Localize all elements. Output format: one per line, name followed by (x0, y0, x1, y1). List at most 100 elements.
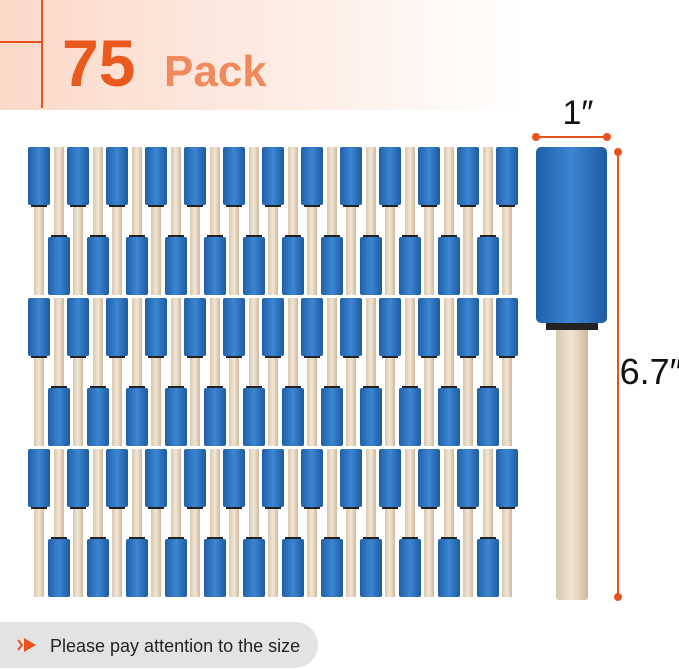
brush-sponge (321, 539, 343, 597)
brush-handle (405, 449, 415, 539)
brush-sponge (67, 449, 89, 507)
brush-handle (112, 507, 122, 597)
dimension-dot (532, 133, 540, 141)
brush-sponge (106, 147, 128, 205)
brush-handle (93, 298, 103, 388)
brush-sponge (399, 237, 421, 295)
brush-grid (28, 147, 518, 597)
brush-handle (34, 507, 44, 597)
dimension-dot (614, 148, 622, 156)
brush-handle (385, 507, 395, 597)
brush-sponge (477, 237, 499, 295)
note-text: Please pay attention to the size (50, 636, 300, 656)
brush-sponge (301, 449, 323, 507)
brush-handle (112, 205, 122, 295)
brush-handle (502, 507, 512, 597)
brush-handle (327, 298, 337, 388)
brush-handle (444, 298, 454, 388)
pack-count: 75 (62, 26, 135, 100)
brush-handle (288, 147, 298, 237)
brush-sponge (223, 449, 245, 507)
brush-handle (366, 298, 376, 388)
brush-sponge (418, 449, 440, 507)
brush-handle (229, 205, 239, 295)
brush-handle (502, 205, 512, 295)
brush-sponge (379, 147, 401, 205)
brush-handle (132, 298, 142, 388)
brush-sponge (184, 147, 206, 205)
brush-handle (171, 449, 181, 539)
brush-handle (249, 298, 259, 388)
brush-handle (405, 298, 415, 388)
brush-handle (54, 147, 64, 237)
brush-sponge (106, 298, 128, 356)
brush-handle (327, 147, 337, 237)
brush-handle (424, 507, 434, 597)
brush-handle (463, 507, 473, 597)
brush-handle (366, 147, 376, 237)
brush-handle (463, 356, 473, 446)
brush-handle (424, 205, 434, 295)
brush-sponge (301, 298, 323, 356)
brush-handle (54, 449, 64, 539)
brush-handle (556, 325, 588, 600)
brush-sponge (340, 147, 362, 205)
brush-handle (268, 205, 278, 295)
brush-handle (132, 449, 142, 539)
brush-handle (73, 356, 83, 446)
brush-handle (93, 449, 103, 539)
brush-handle (112, 356, 122, 446)
header-band (0, 0, 520, 110)
single-brush (536, 147, 607, 600)
brush-sponge (438, 539, 460, 597)
brush-sponge (87, 388, 109, 446)
note-icon (17, 639, 24, 651)
brush-sponge (165, 539, 187, 597)
brush-sponge (243, 388, 265, 446)
brush-sponge (145, 449, 167, 507)
brush-sponge (457, 298, 479, 356)
brush-sponge (48, 388, 70, 446)
brush-handle (249, 449, 259, 539)
brush-sponge (184, 298, 206, 356)
brush-sponge (87, 237, 109, 295)
brush-sponge (204, 388, 226, 446)
brush-handle (483, 147, 493, 237)
dimension-dot (614, 593, 622, 601)
brush-sponge (184, 449, 206, 507)
brush-sponge (496, 298, 518, 356)
brush-handle (190, 356, 200, 446)
brush-handle (151, 356, 161, 446)
brush-handle (249, 147, 259, 237)
brush-handle (73, 507, 83, 597)
brush-sponge (321, 237, 343, 295)
brush-handle (444, 449, 454, 539)
brush-handle (424, 356, 434, 446)
brush-sponge (165, 388, 187, 446)
brush-sponge (28, 298, 50, 356)
brush-sponge (243, 237, 265, 295)
brush-handle (405, 147, 415, 237)
brush-sponge (204, 539, 226, 597)
brush-handle (229, 356, 239, 446)
brush-handle (132, 147, 142, 237)
brush-handle (151, 507, 161, 597)
brush-sponge (48, 539, 70, 597)
brush-sponge (340, 298, 362, 356)
brush-handle (288, 449, 298, 539)
brush-handle (327, 449, 337, 539)
brush-sponge (223, 298, 245, 356)
brush-sponge (379, 449, 401, 507)
brush-sponge (262, 298, 284, 356)
brush-handle (34, 205, 44, 295)
brush-handle (73, 205, 83, 295)
dimension-dot (603, 133, 611, 141)
brush-sponge (340, 449, 362, 507)
length-label: 6.7″ (620, 351, 679, 392)
brush-sponge (536, 147, 607, 323)
brush-sponge (438, 388, 460, 446)
brush-sponge (28, 147, 50, 205)
brush-handle (268, 356, 278, 446)
brush-sponge (399, 539, 421, 597)
brush-sponge (282, 539, 304, 597)
